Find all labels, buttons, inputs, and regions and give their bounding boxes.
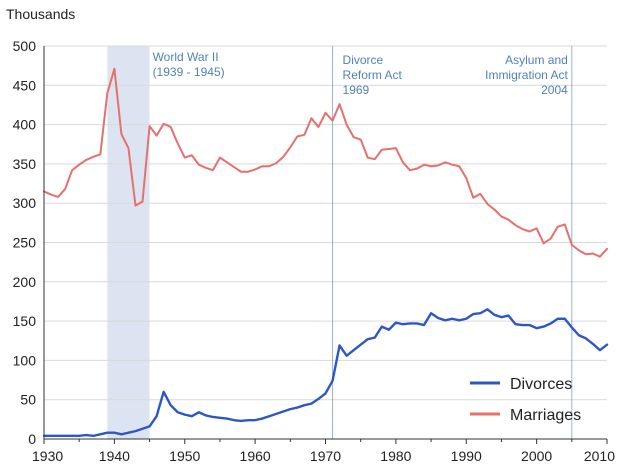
- x-tick-2000: 2000: [521, 448, 552, 464]
- legend-label-marriages: Marriages: [510, 407, 581, 424]
- x-tick-labels: 1930 1940 1950 1960 1970 1980 1990 2000 2010: [32, 448, 615, 464]
- y-tick-250: 250: [13, 235, 37, 251]
- y-tick-50: 50: [20, 392, 36, 408]
- annotation-2-line-1: Immigration Act: [485, 68, 568, 82]
- annotation-1-line-1: Reform Act: [343, 68, 403, 82]
- x-tick-1950: 1950: [169, 448, 200, 464]
- annotation-1-line-2: 1969: [343, 83, 370, 97]
- legend: Divorces Marriages: [470, 376, 581, 424]
- x-tick-2010: 2010: [584, 448, 615, 464]
- series-line-divorces: [42, 308, 609, 438]
- y-tick-400: 400: [13, 117, 37, 133]
- y-tick-0: 0: [28, 431, 36, 447]
- x-tick-1980: 1980: [380, 448, 411, 464]
- legend-label-divorces: Divorces: [510, 376, 572, 393]
- y-axis-title: Thousands: [6, 6, 75, 22]
- y-tick-150: 150: [13, 313, 37, 329]
- y-tick-300: 300: [13, 195, 37, 211]
- x-tick-1990: 1990: [451, 448, 482, 464]
- x-tick-1960: 1960: [240, 448, 271, 464]
- y-tick-labels: 0 50 100 150 200 250 300 350 400 450 500: [13, 38, 37, 447]
- annotation-2-line-0: Asylum and: [505, 53, 568, 67]
- y-tick-350: 350: [13, 156, 37, 172]
- annotation-0-line-1: (1939 - 1945): [153, 65, 225, 79]
- x-tick-1970: 1970: [310, 448, 341, 464]
- series-line-marriages: [43, 67, 608, 258]
- axis-layer: [43, 46, 608, 444]
- y-tick-450: 450: [13, 77, 37, 93]
- grid-layer: [44, 45, 607, 401]
- y-tick-200: 200: [13, 274, 37, 290]
- y-tick-500: 500: [13, 38, 37, 54]
- y-tick-100: 100: [13, 352, 37, 368]
- annotation-0-line-0: World War II: [153, 50, 219, 64]
- x-tick-1930: 1930: [32, 448, 63, 464]
- series-layer: [42, 67, 609, 438]
- annotation-2-line-2: 2004: [541, 83, 568, 97]
- annotation-1-line-0: Divorce: [343, 53, 384, 67]
- x-tick-1940: 1940: [99, 448, 130, 464]
